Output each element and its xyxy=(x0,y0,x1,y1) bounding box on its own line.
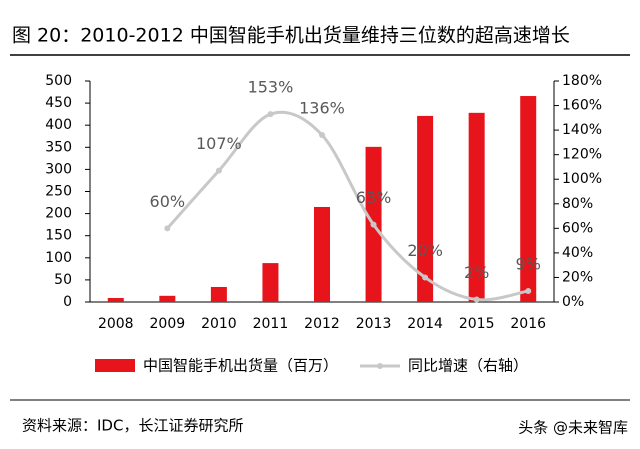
data-label: 60% xyxy=(150,192,186,211)
y-tick-label: 150 xyxy=(45,228,72,244)
legend-label: 中国智能手机出货量（百万） xyxy=(143,357,338,375)
x-tick-label: 2012 xyxy=(304,316,340,332)
y2-tick-label: 0% xyxy=(562,294,584,310)
legend-label: 同比增速（右轴） xyxy=(408,357,528,375)
point xyxy=(319,132,325,139)
y-tick-label: 500 xyxy=(45,73,72,89)
y-tick-label: 0 xyxy=(63,294,72,310)
point xyxy=(473,296,480,303)
x-tick-label: 2011 xyxy=(253,316,289,332)
data-label: 20% xyxy=(407,241,443,260)
point xyxy=(215,167,222,174)
legend-swatch xyxy=(95,359,135,372)
y2-tick-label: 40% xyxy=(562,245,593,261)
y-tick-label: 200 xyxy=(45,206,72,222)
y2-tick-label: 20% xyxy=(562,269,593,285)
y2-tick-label: 140% xyxy=(562,122,602,138)
x-tick-label: 2015 xyxy=(459,316,495,332)
bar xyxy=(159,295,176,302)
data-label: 9% xyxy=(516,254,541,273)
x-tick-label: 2014 xyxy=(407,316,443,332)
point xyxy=(422,274,429,281)
watermark: 头条 @未来智库 xyxy=(518,419,628,437)
y2-tick-label: 160% xyxy=(562,98,602,114)
legend-swatch xyxy=(377,363,383,369)
y-tick-label: 350 xyxy=(45,139,72,155)
y2-tick-label: 180% xyxy=(562,73,602,89)
y-tick-label: 100 xyxy=(45,250,72,266)
bar xyxy=(210,286,227,302)
data-label: 63% xyxy=(356,188,392,207)
x-tick-label: 2010 xyxy=(201,316,237,332)
bar xyxy=(107,298,124,302)
data-label: 136% xyxy=(299,99,345,118)
data-label: 153% xyxy=(248,78,294,97)
bar xyxy=(314,206,330,302)
y2-tick-label: 80% xyxy=(562,196,593,212)
x-tick-label: 2016 xyxy=(510,316,546,332)
y2-tick-label: 100% xyxy=(562,171,602,187)
point xyxy=(525,287,532,294)
y-tick-label: 450 xyxy=(45,95,72,111)
point xyxy=(267,111,274,118)
point xyxy=(370,221,377,228)
x-tick-label: 2008 xyxy=(98,316,134,332)
y2-tick-label: 60% xyxy=(562,220,593,236)
bar xyxy=(417,115,434,302)
source: 资料来源：IDC，长江证券研究所 xyxy=(22,417,243,435)
y-tick-label: 400 xyxy=(45,117,72,133)
x-tick-label: 2009 xyxy=(150,316,186,332)
y-tick-label: 50 xyxy=(54,272,72,288)
y-tick-label: 300 xyxy=(45,161,72,177)
point xyxy=(164,225,171,232)
x-tick-label: 2013 xyxy=(356,316,392,332)
y-tick-label: 250 xyxy=(45,184,72,200)
data-label: 107% xyxy=(196,134,242,153)
bar xyxy=(468,112,485,302)
chart-title: 图 20：2010-2012 中国智能手机出货量维持三位数的超高速增长 xyxy=(12,25,570,47)
line xyxy=(166,110,529,302)
data-label: 2% xyxy=(464,263,489,282)
bar xyxy=(520,96,537,302)
y2-tick-label: 120% xyxy=(562,147,602,163)
bar xyxy=(262,263,279,302)
